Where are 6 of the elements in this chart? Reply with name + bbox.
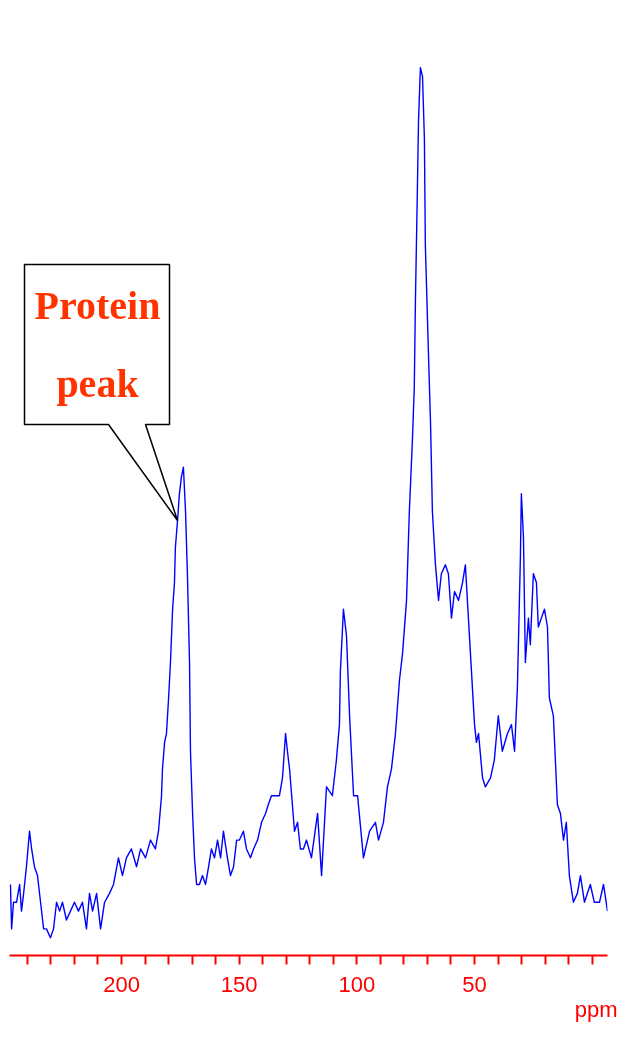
x-tick-label: 50 bbox=[462, 971, 487, 997]
x-axis-title: ppm bbox=[574, 996, 618, 1022]
x-tick-label: 100 bbox=[338, 971, 376, 997]
x-tick-label: 200 bbox=[103, 971, 140, 997]
annotation: Protein peak bbox=[34, 283, 161, 406]
x-tick-label: 150 bbox=[220, 971, 258, 997]
